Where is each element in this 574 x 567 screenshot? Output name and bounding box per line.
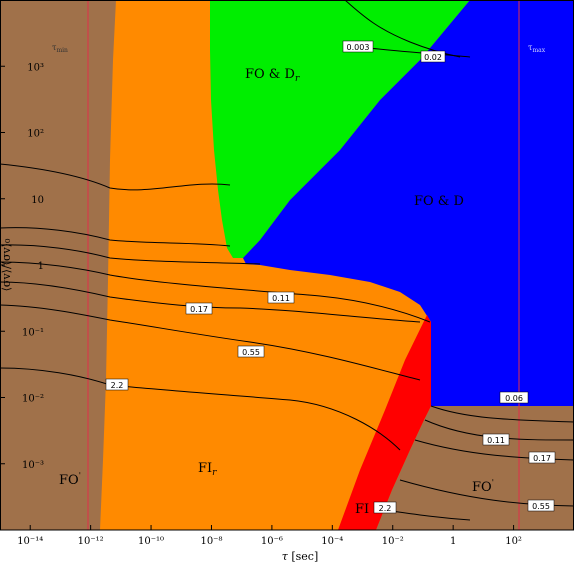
contour-line [0,367,401,451]
svg-text:0.02: 0.02 [424,53,442,62]
contour-label-22-right: 2.2 [373,501,397,514]
svg-text:0.11: 0.11 [272,294,290,303]
label-fi: FI [355,502,369,517]
contour-line [399,479,574,507]
region-fo-d-r [210,0,470,258]
y-tick-label: 10 [31,195,44,206]
x-tick-label: 1 [450,536,456,547]
x-tick-label: 10⁻¹⁴ [17,536,43,547]
contour-line [369,47,471,58]
contour-label-017-left: 0.17 [185,302,213,315]
y-tick-label: 10⁻³ [22,460,44,471]
contour-label-011-left: 0.11 [267,291,295,304]
svg-text:0.55: 0.55 [532,502,550,511]
svg-text:2.2: 2.2 [379,504,392,513]
y-axis-title: ⟨σv⟩/⟨σv⟩₀ [0,238,13,291]
x-tick-label: 10⁻⁶ [261,536,283,547]
x-ticks: 10⁻¹⁴ 10⁻¹² 10⁻¹⁰ 10⁻⁸ 10⁻⁶ 10⁻⁴ 10⁻² 1 10² [17,525,522,547]
x-tick-label: 10⁻¹⁰ [138,536,164,547]
label-fo-right: FO' [472,478,494,495]
x-tick-label: 10² [505,536,522,547]
svg-text:2.2: 2.2 [111,381,124,390]
label-fi-r: FIr [198,461,217,478]
contour-label-0003: 0.003 [342,40,374,53]
x-tick-label: 10⁻¹² [78,536,104,547]
contour-line [0,227,231,247]
contour-label-011-right: 0.11 [482,433,510,446]
label-tau-max: τmax [528,43,546,54]
contour-label-055-right: 0.55 [527,499,555,512]
x-tick-label: 10⁻⁸ [200,536,222,547]
contour-line [0,261,431,323]
plot-area: 0.003 0.02 0.11 0.17 0.55 2.2 0.06 0.11 … [0,0,574,530]
label-fo-left: FO' [59,471,81,488]
svg-text:0.003: 0.003 [347,43,370,52]
x-tick-label: 10⁻² [382,536,404,547]
contour-line [0,244,261,265]
svg-text:0.06: 0.06 [505,394,523,403]
contour-label-22-left: 2.2 [105,378,129,391]
y-tick-label: 1 [38,261,44,272]
label-tau-min: τmin [52,43,68,54]
contour-line [0,163,231,191]
y-tick-label: 10² [27,129,44,140]
contour-label-017-right: 0.17 [528,451,556,464]
label-fo-d-r: FO & Dr [245,67,300,84]
region-fi [338,315,431,530]
contour-line [414,439,574,461]
contour-label-055-left: 0.55 [237,345,265,358]
x-tick-label: 10⁻⁴ [321,536,343,547]
contour-labels: 0.003 0.02 0.11 0.17 0.55 2.2 0.06 0.11 … [105,40,556,514]
y-tick-label: 10⁻² [22,394,44,405]
y-ticks: 10⁻³ 10⁻² 10⁻¹ 1 10 10² 10³ [0,62,44,471]
svg-text:0.17: 0.17 [533,454,551,463]
svg-text:0.17: 0.17 [190,305,208,314]
label-fo-d: FO & D [414,194,464,209]
y-tick-label: 10⁻¹ [22,327,44,338]
x-axis-title: τ [sec] [282,550,319,563]
contour-lines [0,0,574,521]
contour-line [430,405,574,423]
region-fo-left [0,0,116,530]
contour-line [344,0,461,58]
contour-line [0,304,421,381]
svg-text:0.11: 0.11 [487,436,505,445]
svg-text:0.55: 0.55 [242,348,260,357]
y-tick-label: 10³ [27,62,44,73]
region-fo-d [243,0,574,406]
region-fo-right [376,406,574,530]
contour-label-002: 0.02 [420,50,446,63]
contour-label-006: 0.06 [499,391,529,404]
